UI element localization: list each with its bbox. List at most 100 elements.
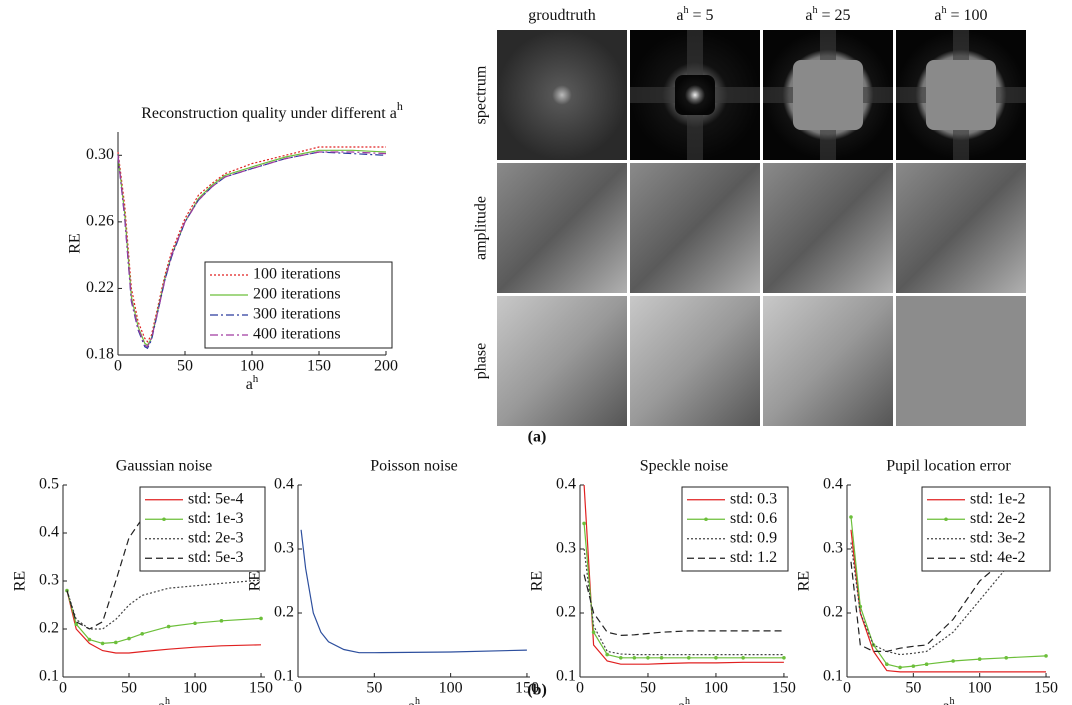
marker <box>911 664 916 668</box>
y-tick-label: 0.5 <box>39 476 59 493</box>
text-part: h <box>397 99 403 113</box>
text-part: a <box>246 376 253 393</box>
x-tick-label: 50 <box>121 680 137 697</box>
x-tick-label: 0 <box>294 680 302 697</box>
y-tick-label: 0.2 <box>39 620 59 637</box>
x-tick-label: 150 <box>307 358 331 375</box>
text-part: h <box>253 373 259 385</box>
image-tile <box>630 296 760 426</box>
x-axis-label: ah <box>246 373 259 393</box>
series-line <box>850 542 1007 656</box>
x-tick-label: 100 <box>240 358 264 375</box>
x-tick-label: 100 <box>183 680 207 697</box>
marker <box>782 656 786 660</box>
legend-label: 100 iterations <box>253 266 341 283</box>
text-part: h <box>950 696 955 705</box>
legend-label: 400 iterations <box>253 326 341 343</box>
marker <box>849 515 853 519</box>
marker <box>1004 656 1009 660</box>
series-line <box>66 579 262 630</box>
y-axis-label: RE <box>529 571 546 591</box>
marker <box>646 656 650 660</box>
marker <box>618 656 623 660</box>
column-header: ah = 25 <box>805 5 850 24</box>
x-tick-label: 50 <box>177 358 193 375</box>
row-label: phase <box>473 343 490 379</box>
x-tick-label: 150 <box>1034 680 1058 697</box>
y-tick-label: 0.3 <box>556 540 576 557</box>
text-part: Reconstruction quality under different a <box>141 105 397 122</box>
legend-label: std: 1.2 <box>730 549 777 566</box>
spectrum-core <box>675 75 715 115</box>
x-tick-label: 150 <box>515 680 539 697</box>
y-axis-label: RE <box>12 571 29 591</box>
marker <box>741 656 745 660</box>
image-tile <box>497 296 627 426</box>
x-tick-label: 150 <box>249 680 273 697</box>
legend-marker <box>704 517 708 522</box>
x-tick-label: 50 <box>905 680 921 697</box>
x-axis-label: ah <box>158 696 170 705</box>
y-axis-label: RE <box>67 233 84 253</box>
marker <box>166 624 171 629</box>
legend-label: std: 2e-3 <box>188 529 244 546</box>
image-tile <box>763 296 893 426</box>
text-part: a <box>676 7 683 24</box>
series-line <box>66 590 262 645</box>
series-line <box>583 548 784 656</box>
text-part: a <box>678 698 685 705</box>
series-line <box>66 590 262 654</box>
chart-title: Reconstruction quality under different a… <box>141 99 403 122</box>
marker <box>924 662 929 666</box>
y-tick-label: 0.30 <box>86 146 114 163</box>
y-tick-label: 0.1 <box>274 668 294 685</box>
x-tick-label: 0 <box>59 680 67 697</box>
chart-title: Gaussian noise <box>116 458 212 475</box>
y-tick-label: 0.2 <box>823 604 843 621</box>
text-part: groudtruth <box>528 7 596 24</box>
panel-label: (a) <box>528 429 547 446</box>
series-line <box>300 529 527 654</box>
marker <box>219 619 224 623</box>
x-tick-label: 200 <box>374 358 398 375</box>
x-tick-label: 0 <box>576 680 584 697</box>
legend-label: std: 5e-4 <box>188 490 244 507</box>
marker <box>686 656 691 660</box>
text-part: = 100 <box>947 7 988 24</box>
x-axis-label: ah <box>678 696 690 705</box>
y-axis-label: RE <box>247 571 264 591</box>
text-part: h <box>942 5 947 16</box>
marker <box>127 636 131 641</box>
marker <box>951 659 955 663</box>
marker <box>898 665 902 670</box>
column-header: ah = 100 <box>934 5 987 24</box>
spectrum-core <box>926 60 996 130</box>
series-line <box>583 484 784 665</box>
legend-box <box>681 486 789 572</box>
y-tick-label: 0.2 <box>274 604 294 621</box>
legend-box <box>139 486 266 572</box>
marker <box>74 622 79 626</box>
legend-label: 300 iterations <box>253 306 341 323</box>
y-tick-label: 0.3 <box>274 540 294 557</box>
y-tick-label: 0.3 <box>823 540 843 557</box>
y-tick-label: 0.1 <box>556 668 576 685</box>
spectrum-core <box>793 60 863 130</box>
y-tick-label: 0.22 <box>86 279 114 296</box>
marker <box>632 656 637 660</box>
row-label: spectrum <box>473 65 490 124</box>
series-line <box>850 558 1007 652</box>
x-tick-label: 100 <box>968 680 992 697</box>
series-line <box>850 529 1046 673</box>
y-tick-label: 0.1 <box>823 668 843 685</box>
marker <box>977 657 982 661</box>
panel-label: (b) <box>527 682 547 699</box>
x-tick-label: 100 <box>439 680 463 697</box>
marker <box>1044 654 1048 658</box>
x-tick-label: 50 <box>640 680 656 697</box>
marker <box>582 521 586 526</box>
text-part: a <box>158 698 165 705</box>
legend-label: 200 iterations <box>253 286 341 303</box>
x-tick-label: 0 <box>114 358 122 375</box>
